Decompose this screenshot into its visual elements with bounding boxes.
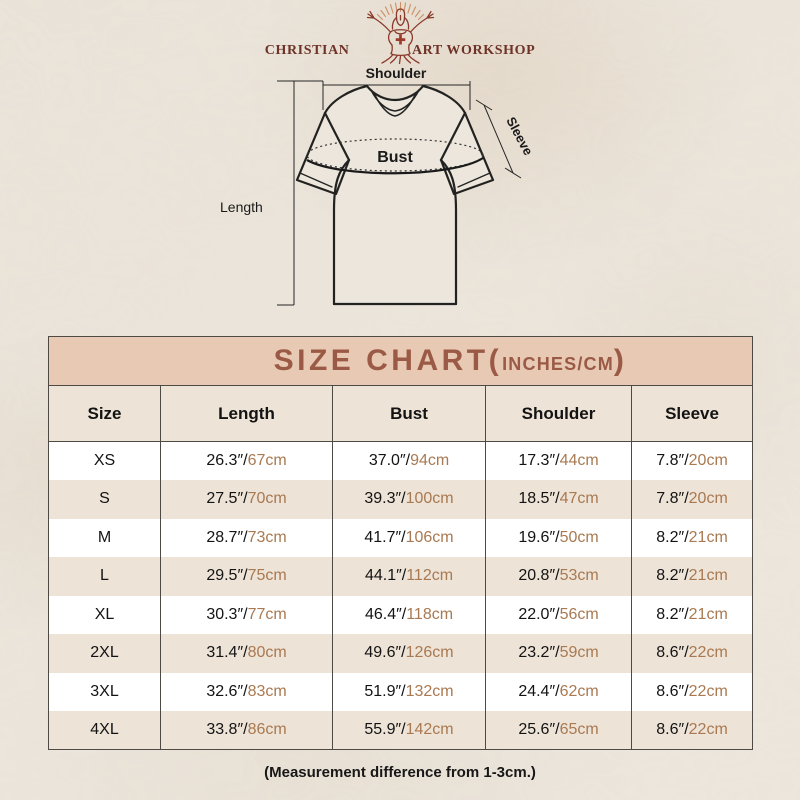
svg-text:Length: Length (220, 199, 263, 215)
svg-text:Shoulder: Shoulder (366, 65, 427, 81)
svg-text:Sleeve: Sleeve (503, 114, 536, 157)
svg-text:Bust: Bust (377, 149, 413, 166)
